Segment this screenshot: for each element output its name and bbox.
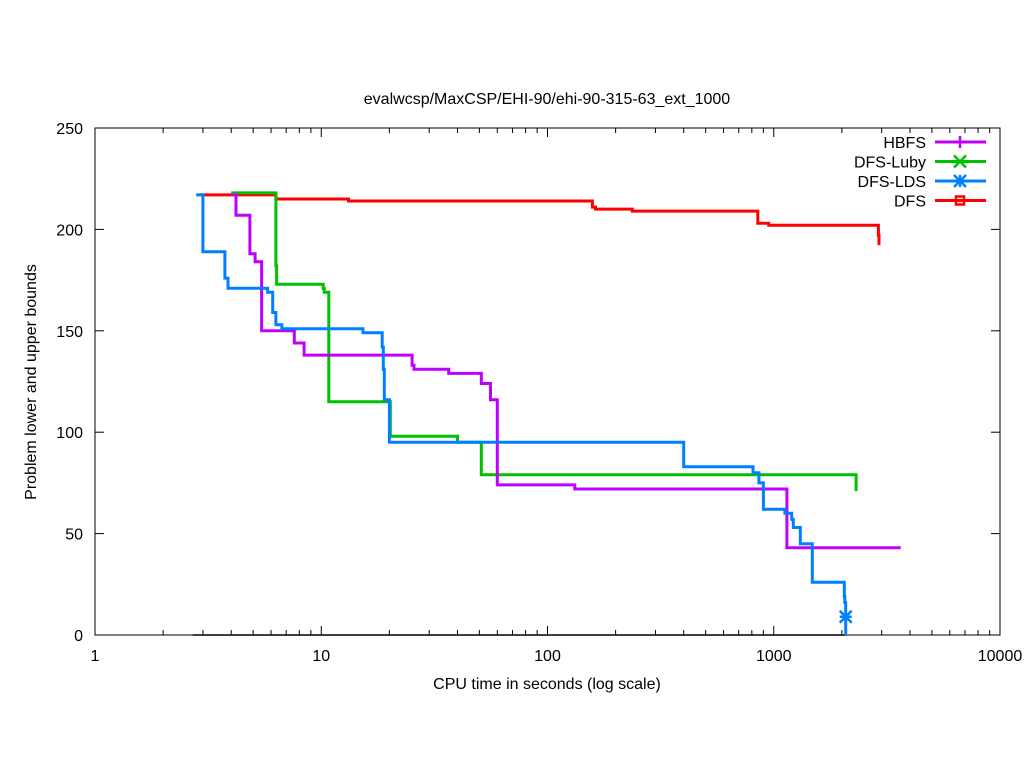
x-axis-label: CPU time in seconds (log scale): [433, 676, 661, 693]
y-tick-label: 200: [56, 222, 83, 239]
series-line-hbfs: [231, 193, 901, 550]
y-tick-label: 100: [56, 425, 83, 442]
y-tick-label: 250: [56, 121, 83, 138]
y-tick-label: 0: [74, 628, 83, 645]
plot-frame: [94, 127, 1001, 636]
axes: 1 10 100 1000 10000 0 50 100 150 200 250: [56, 121, 1022, 665]
legend-marker-cross-icon: [953, 154, 967, 169]
x-tick-label: 10: [312, 648, 330, 665]
legend-label: HBFS: [883, 135, 926, 152]
legend-label: DFS: [894, 194, 926, 211]
legend-marker-square-icon: [954, 195, 966, 206]
legend: HBFS DFS-Luby DFS-LDS DFS: [854, 135, 986, 211]
legend-marker-plus-icon: [954, 136, 966, 148]
x-tick-label: 100: [534, 648, 561, 665]
series-line-dfs-lds: [196, 193, 848, 635]
series-end-marker-dfs-lds: [838, 609, 853, 624]
series-layer: [192, 191, 901, 636]
series-line-dfs: [199, 193, 881, 246]
chart-title: evalwcsp/MaxCSP/EHI-90/ehi-90-315-63_ext…: [364, 91, 731, 108]
y-axis-label: Problem lower and upper bounds: [23, 264, 40, 500]
legend-marker-star-icon: [953, 174, 967, 188]
legend-label: DFS-LDS: [858, 174, 926, 191]
y-tick-label: 50: [65, 527, 83, 544]
x-tick-label: 10000: [978, 648, 1023, 665]
series-line-dfs-luby: [231, 191, 858, 491]
x-tick-label: 1: [91, 648, 100, 665]
y-tick-label: 150: [56, 324, 83, 341]
legend-label: DFS-Luby: [854, 155, 926, 172]
x-tick-label: 1000: [756, 648, 792, 665]
